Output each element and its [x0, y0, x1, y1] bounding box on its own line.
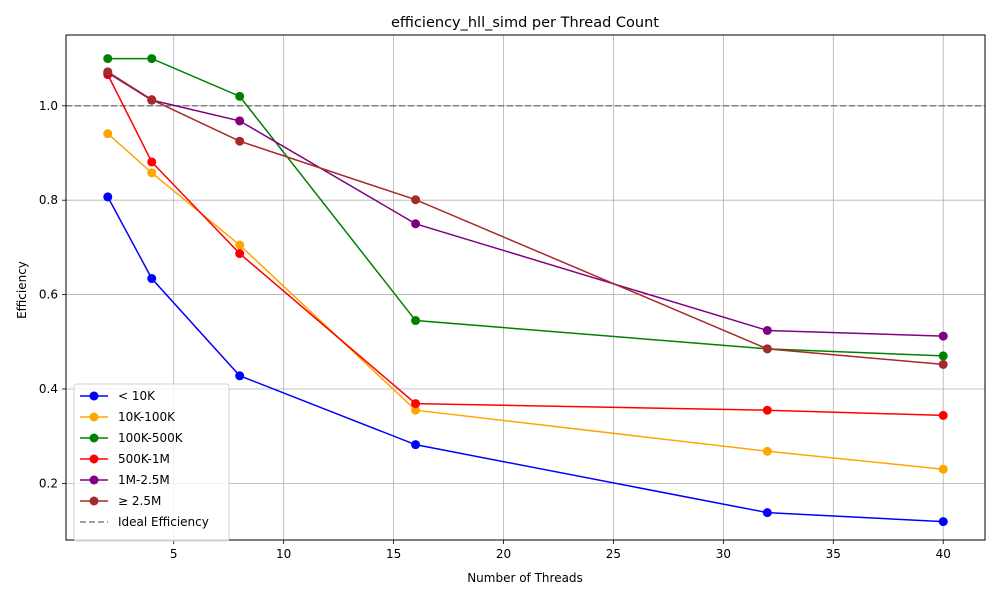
- legend-label: 100K-500K: [118, 431, 184, 445]
- x-tick-label: 20: [496, 547, 511, 561]
- data-point: [411, 316, 421, 326]
- series-4: [103, 68, 948, 341]
- data-point: [103, 192, 113, 202]
- x-tick-label: 35: [826, 547, 841, 561]
- series-3: [103, 70, 948, 420]
- data-point: [235, 116, 245, 126]
- data-point: [103, 129, 113, 139]
- legend-item: 500K-1M: [80, 452, 170, 466]
- data-point: [147, 168, 157, 178]
- legend-swatch-marker: [89, 475, 99, 485]
- legend-label: Ideal Efficiency: [118, 515, 209, 529]
- y-tick-label: 0.8: [39, 193, 58, 207]
- data-point: [103, 54, 113, 64]
- data-point: [411, 219, 421, 229]
- y-tick-label: 0.4: [39, 382, 58, 396]
- series-line: [107, 133, 944, 470]
- y-tick-label: 1.0: [39, 99, 58, 113]
- series-line: [107, 74, 944, 417]
- series-line: [107, 71, 944, 366]
- series-5: [103, 67, 948, 369]
- data-point: [762, 325, 772, 335]
- legend-label: < 10K: [118, 389, 156, 403]
- data-point: [762, 508, 772, 518]
- x-tick-label: 10: [276, 547, 291, 561]
- data-point: [411, 195, 421, 205]
- plot-frame: [65, 34, 986, 541]
- data-point: [762, 405, 772, 415]
- legend-label: 1M-2.5M: [118, 473, 170, 487]
- data-point: [147, 157, 157, 167]
- x-tick-label: 15: [386, 547, 401, 561]
- legend-item: 100K-500K: [80, 431, 184, 445]
- legend-box: [73, 383, 230, 542]
- data-point: [938, 359, 948, 369]
- chart-title: efficiency_hll_simd per Thread Count: [391, 15, 659, 31]
- data-point: [235, 371, 245, 381]
- data-point: [938, 351, 948, 361]
- data-point: [411, 405, 421, 415]
- series-line: [107, 57, 944, 357]
- y-axis: 0.2 0.4 0.6 0.8 1.0: [39, 99, 66, 490]
- data-point: [147, 95, 157, 105]
- legend-item: < 10K: [80, 389, 156, 403]
- legend-swatch-marker: [89, 412, 99, 422]
- series-line: [107, 196, 944, 523]
- series-0: [103, 192, 948, 527]
- legend-item: 1M-2.5M: [80, 473, 170, 487]
- legend-item: Ideal Efficiency: [80, 515, 209, 529]
- data-point: [938, 410, 948, 420]
- legend-swatch-marker: [89, 454, 99, 464]
- legend-label: ≥ 2.5M: [118, 494, 161, 508]
- legend-item: 10K-100K: [80, 410, 176, 424]
- data-point: [235, 240, 245, 250]
- data-point: [762, 446, 772, 456]
- data-point: [938, 331, 948, 341]
- data-point: [411, 440, 421, 450]
- x-tick-label: 5: [170, 547, 178, 561]
- x-axis: 5 10 15 20 25 30 35 40: [170, 540, 951, 561]
- x-tick-label: 40: [936, 547, 951, 561]
- legend: < 10K 10K-100K 100K-500K 500K-1M 1M-2.5M ≥ 2.…: [73, 383, 230, 542]
- legend-swatch-marker: [89, 391, 99, 401]
- x-tick-label: 30: [716, 547, 731, 561]
- x-axis-label: Number of Threads: [467, 571, 583, 585]
- data-point: [103, 67, 113, 77]
- legend-swatch-marker: [89, 433, 99, 443]
- data-point: [235, 91, 245, 101]
- data-point: [938, 464, 948, 474]
- series-1: [103, 129, 948, 474]
- legend-label: 500K-1M: [118, 452, 170, 466]
- data-point: [235, 249, 245, 259]
- data-point: [147, 54, 157, 64]
- series-line: [107, 72, 944, 337]
- x-tick-label: 25: [606, 547, 621, 561]
- legend-item: ≥ 2.5M: [80, 494, 161, 508]
- data-point: [938, 517, 948, 527]
- legend-swatch-marker: [89, 496, 99, 506]
- data-point: [411, 399, 421, 409]
- data-point: [147, 274, 157, 284]
- y-axis-label: Efficiency: [15, 261, 29, 319]
- data-point: [235, 136, 245, 146]
- series-2: [103, 54, 948, 361]
- legend-label: 10K-100K: [118, 410, 176, 424]
- y-tick-label: 0.6: [39, 288, 58, 302]
- data-point: [762, 344, 772, 354]
- y-tick-label: 0.2: [39, 476, 58, 490]
- series-layer: [103, 54, 948, 527]
